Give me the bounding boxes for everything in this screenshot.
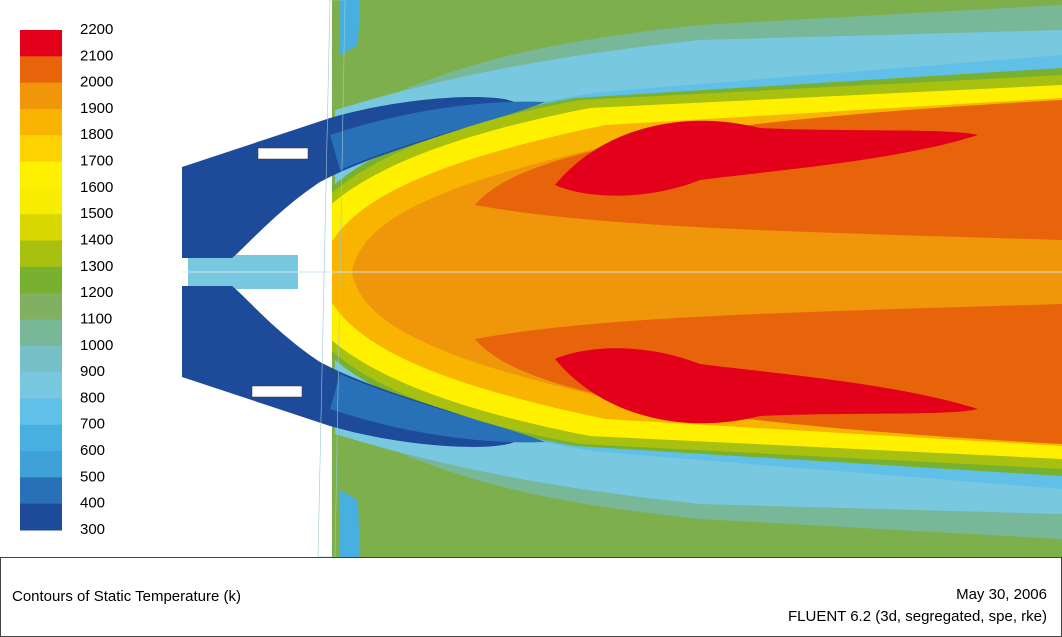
colorbar-swatch [20,319,62,347]
colorbar-swatch [20,477,62,505]
colorbar-tick-label: 900 [80,363,105,380]
colorbar-swatch [20,372,62,399]
colorbar-tick-label: 1700 [80,153,113,170]
colorbar-swatch [20,187,62,215]
colorbar-swatch [20,82,62,110]
colorbar-tick-label: 1300 [80,258,113,275]
colorbar-tick-label: 1800 [80,126,113,143]
colorbar-swatch [20,266,62,294]
plot-title: Contours of Static Temperature (k) [12,588,241,605]
colorbar: 2200 2100 2000 1900 1800 1700 1600 1500 1400 1300… [20,21,113,538]
colorbar-tick-label: 700 [80,416,105,433]
colorbar-swatch [20,293,62,320]
colorbar-swatch [20,214,62,242]
software-info: FLUENT 6.2 (3d, segregated, spe, rke) [788,608,1047,625]
colorbar-swatch [20,135,62,163]
colorbar-tick-label: 1600 [80,179,113,196]
colorbar-swatch [20,345,62,373]
colorbar-tick-label: 2000 [80,74,113,91]
colorbar-tick-label: 1400 [80,231,113,248]
colorbar-tick-label: 1100 [80,310,112,327]
colorbar-tick-label: 600 [80,442,105,459]
colorbar-tick-label: 1500 [80,205,113,222]
colorbar-tick-label: 1900 [80,100,113,117]
colorbar-tick-label: 1200 [80,284,113,301]
colorbar-swatch [20,30,62,57]
date: May 30, 2006 [956,586,1047,603]
colorbar-swatch [20,398,62,426]
colorbar-swatch [20,503,62,531]
colorbar-tick-label: 2200 [80,21,113,38]
colorbar-swatch [20,108,62,136]
colorbar-tick-label: 500 [80,468,105,485]
colorbar-tick-label: 800 [80,389,105,406]
colorbar-tick-label: 2100 [80,47,113,64]
colorbar-swatch [20,424,62,452]
colorbar-tick-label: 1000 [80,337,113,354]
contour-plot [332,0,1062,557]
colorbar-tick-label: 400 [80,495,105,512]
colorbar-swatch [20,56,62,84]
colorbar-swatch [20,161,62,189]
colorbar-swatch [20,240,62,268]
colorbar-swatch [20,451,62,478]
colorbar-tick-label: 300 [80,521,105,538]
